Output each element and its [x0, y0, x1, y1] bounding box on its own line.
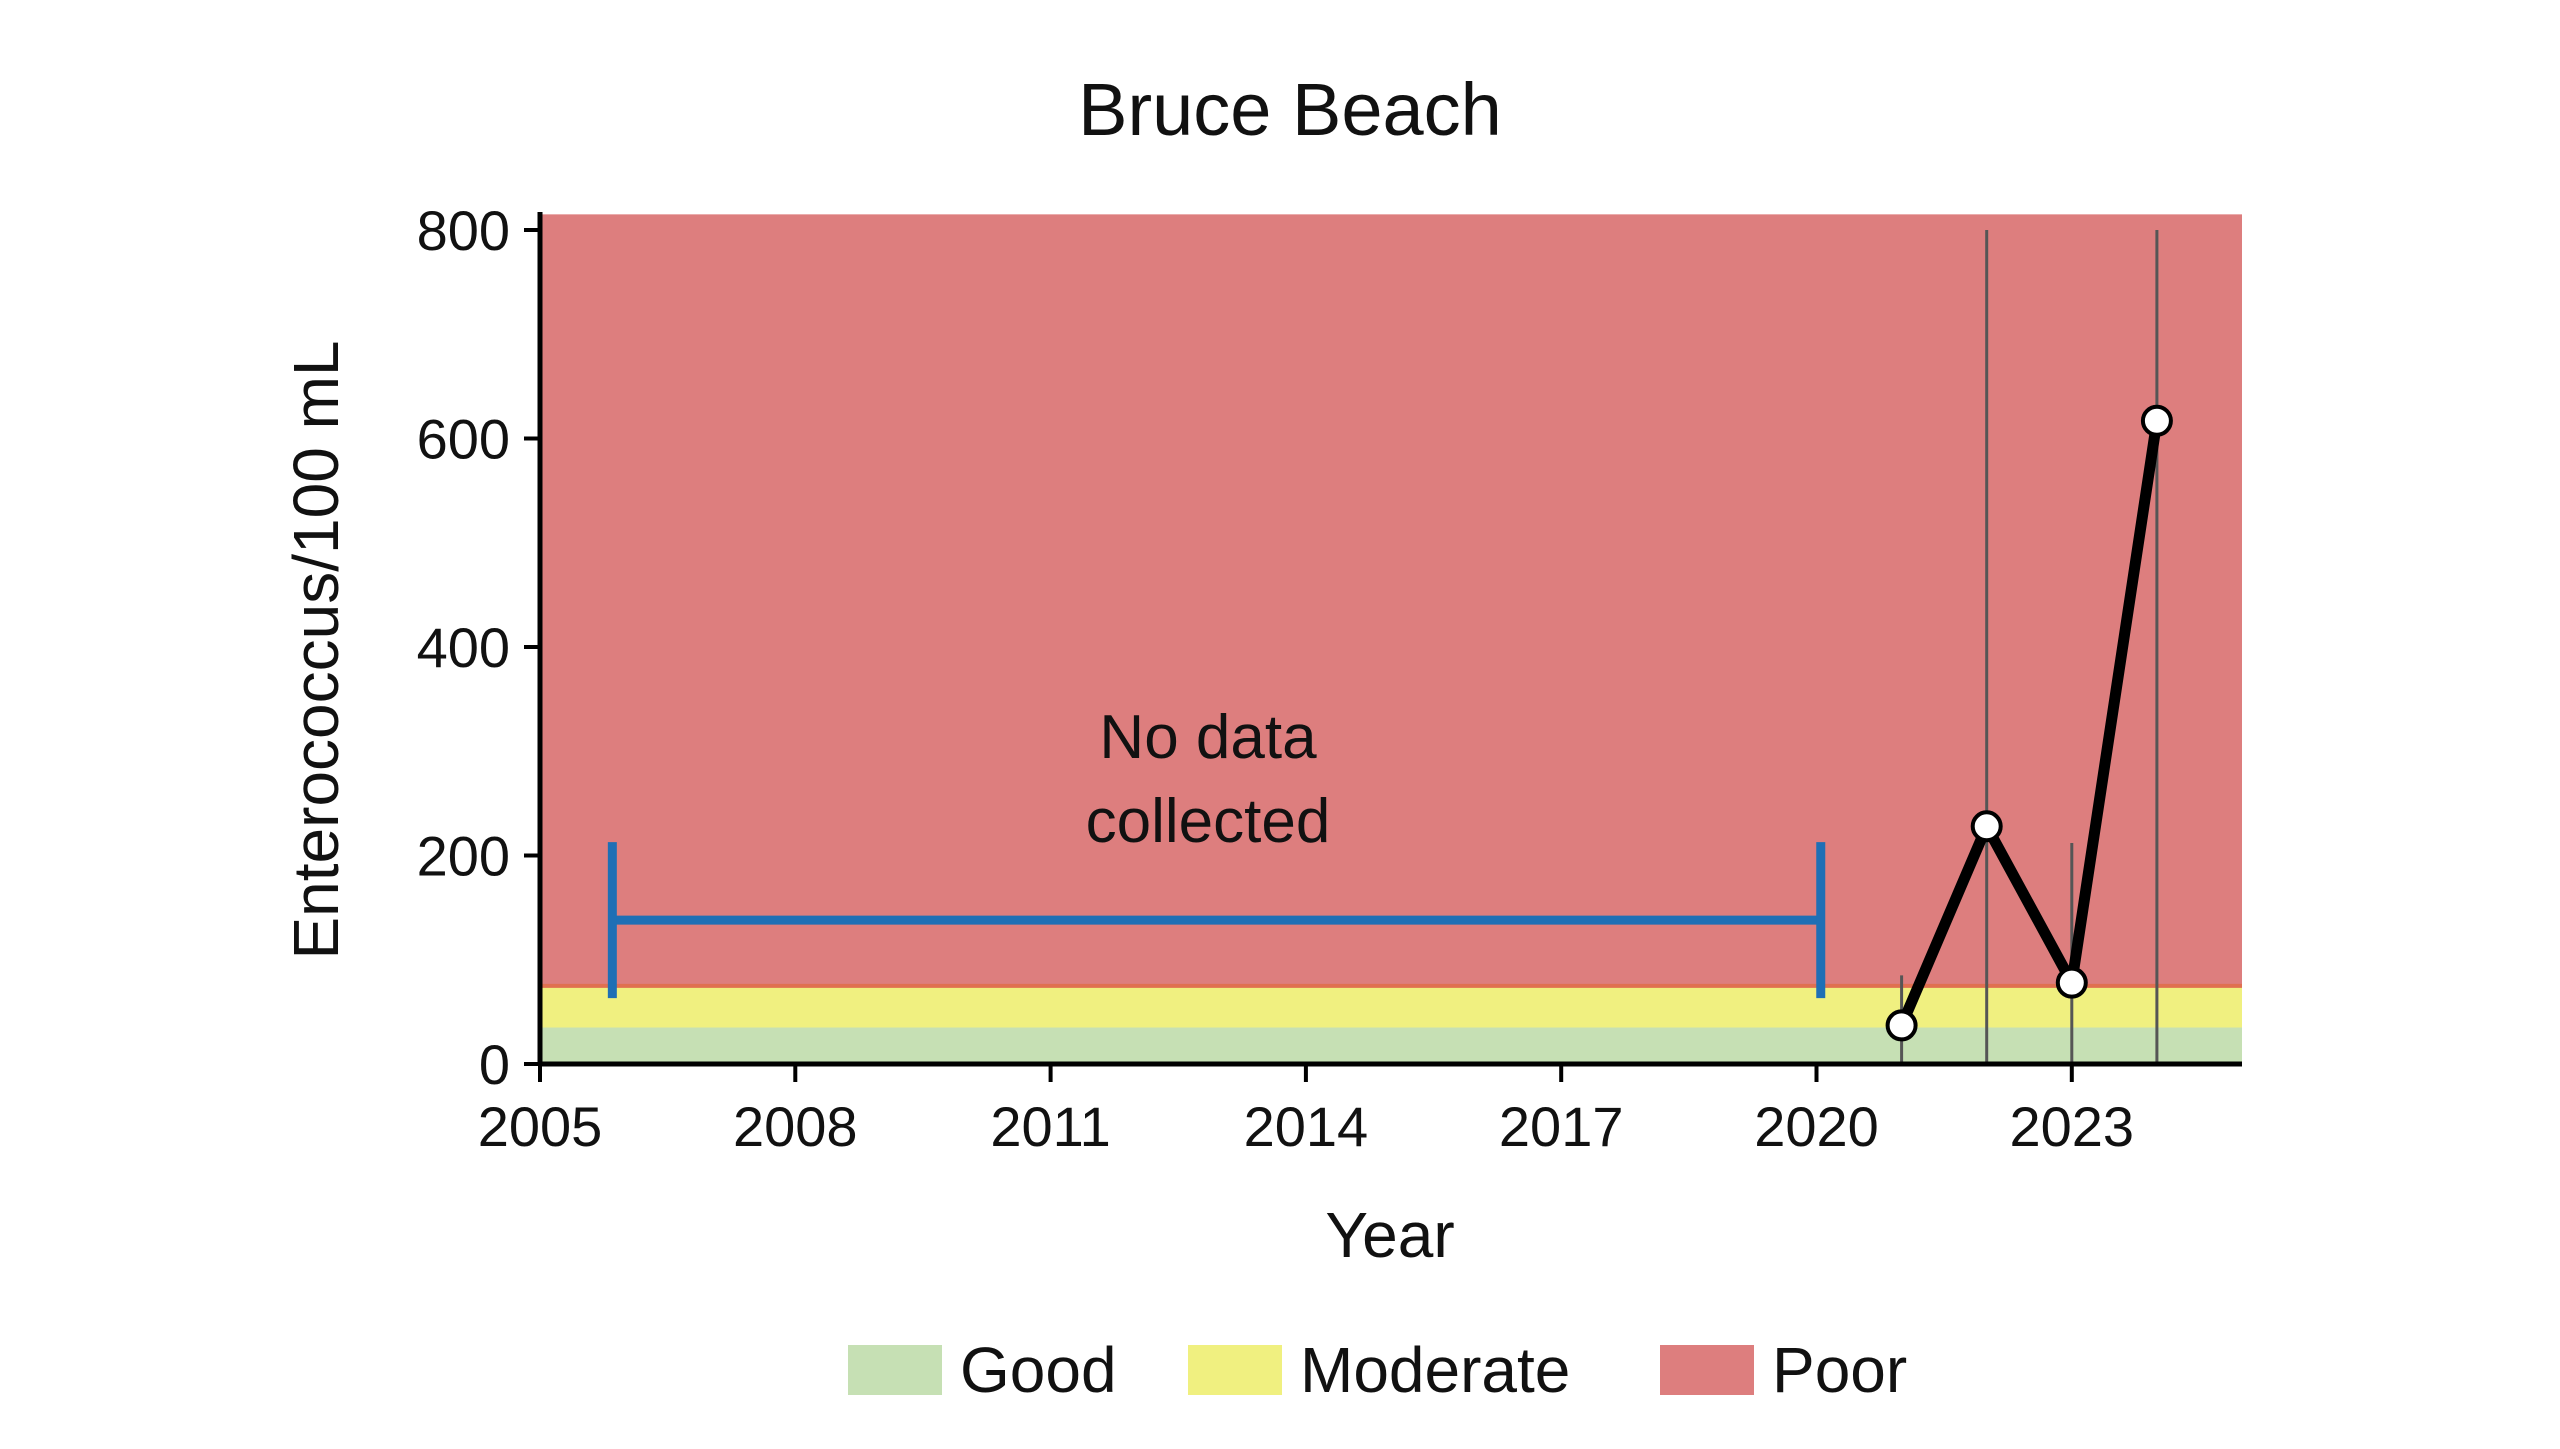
no-data-annotation: [607, 842, 1826, 999]
tick-labels: 2005 2008 2011 2014 2017 2020 2023 0 200 400 600 80…: [417, 199, 2135, 1158]
x-tick-label: 2020: [1754, 1095, 1879, 1158]
y-tick-label: 800: [417, 199, 510, 262]
legend-label-poor: Poor: [1772, 1334, 1907, 1406]
band-moderate: [540, 985, 2242, 1028]
band-good: [540, 1027, 2242, 1064]
legend-swatch-good: [848, 1345, 942, 1395]
chart-title: Bruce Beach: [1078, 68, 1502, 151]
y-tick-label: 600: [417, 408, 510, 471]
y-axis-label: Enterococcus/100 mL: [280, 341, 352, 960]
quality-bands: [540, 214, 2242, 1064]
x-axis-label: Year: [1325, 1199, 1454, 1271]
legend-swatch-poor: [1660, 1345, 1754, 1395]
x-tick-label: 2008: [733, 1095, 858, 1158]
legend: Good Moderate Poor: [848, 1334, 1907, 1406]
data-point: [2055, 966, 2088, 999]
data-point: [1970, 810, 2003, 843]
data-series: [1885, 404, 2173, 1042]
no-data-label-line2: collected: [1086, 787, 1331, 856]
y-tick-label: 200: [417, 825, 510, 888]
legend-swatch-moderate: [1188, 1345, 1282, 1395]
legend-label-good: Good: [960, 1334, 1117, 1406]
y-tick-label: 0: [479, 1033, 510, 1096]
band-poor: [540, 214, 2242, 986]
data-point: [2140, 404, 2173, 437]
x-tick-label: 2023: [2010, 1095, 2135, 1158]
x-tick-label: 2005: [478, 1095, 603, 1158]
legend-label-moderate: Moderate: [1300, 1334, 1570, 1406]
axes: [524, 212, 2242, 1082]
no-data-label-line1: No data: [1099, 703, 1317, 772]
y-tick-label: 400: [417, 616, 510, 679]
x-tick-label: 2014: [1244, 1095, 1369, 1158]
series-line: [1896, 419, 2163, 1028]
x-tick-label: 2017: [1499, 1095, 1624, 1158]
x-tick-label: 2011: [990, 1095, 1110, 1158]
data-point: [1885, 1009, 1918, 1042]
